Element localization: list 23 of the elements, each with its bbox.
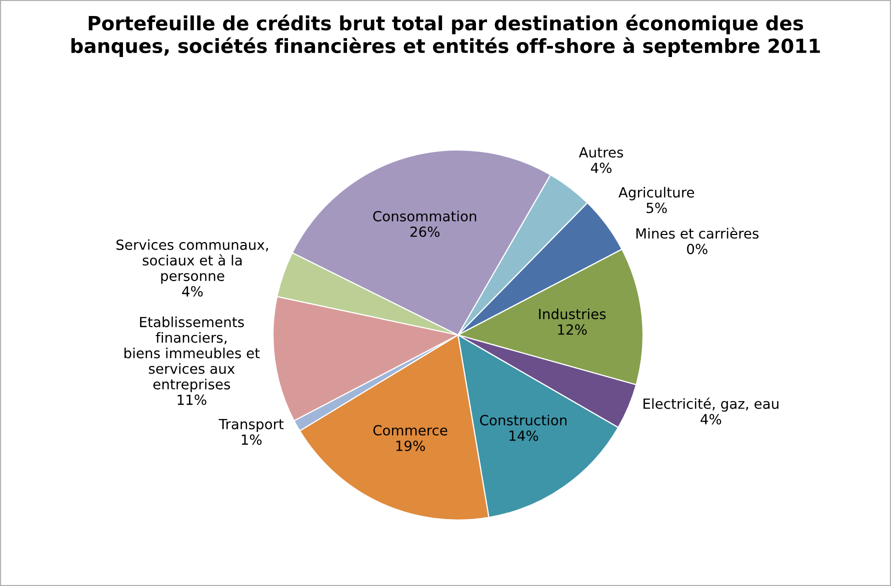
slice-label: Commerce <box>373 425 448 436</box>
slice-label: Transport <box>218 419 284 432</box>
data-label: 12% <box>558 324 587 335</box>
slice-label: Construction <box>480 414 566 426</box>
data-label: 1% <box>242 434 262 445</box>
data-label: 4% <box>182 286 203 297</box>
category-label: Mines et carrières <box>636 227 759 239</box>
chart-title: Portefeuille de crédits brut total par destination économique des banques, sociétés financières et entités off-shore à septembre 2011 <box>71 14 820 57</box>
slice-label: Agriculture <box>618 186 694 200</box>
data-label: 4% <box>590 162 612 174</box>
data-label: 14% <box>510 430 538 441</box>
data-label: 19% <box>396 440 425 452</box>
data-label: 11% <box>178 394 206 406</box>
slice-label: Etablissements financiers, biens immeubles et services aux entreprises <box>124 316 260 392</box>
slice-label: Electricité, gaz, eau <box>644 398 778 412</box>
slice-label: Services communaux, sociaux et à la personne <box>116 239 268 284</box>
data-label: 4% <box>700 414 722 425</box>
slice-label: Autres <box>578 147 624 158</box>
slice-label: Consommation <box>373 210 476 222</box>
data-label: 5% <box>646 202 667 214</box>
data-label: 26% <box>410 226 440 237</box>
text: 0% <box>687 244 708 254</box>
slice-label: Industries <box>539 308 606 320</box>
